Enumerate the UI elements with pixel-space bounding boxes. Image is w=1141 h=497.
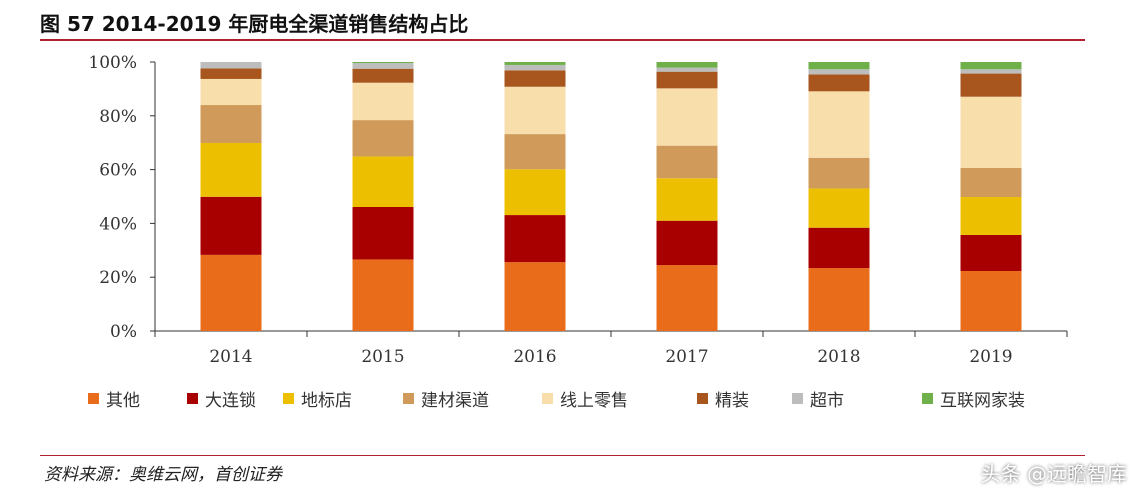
source-note: 资料来源：奥维云网，首创证券 (44, 465, 282, 485)
x-tick-label: 2015 (361, 347, 404, 367)
bar-segment-2015 (352, 63, 414, 69)
legend-swatch (88, 393, 99, 404)
bar-segment-2016 (504, 134, 566, 170)
bar-segment-2016 (504, 262, 566, 331)
bar-segment-2014 (200, 254, 262, 331)
x-tick-label: 2017 (665, 347, 708, 367)
bar-segment-2014 (200, 105, 262, 143)
bar-segment-2015 (352, 156, 414, 207)
bar-segment-2015 (352, 259, 414, 331)
bar-segment-2015 (352, 62, 414, 64)
bar-segment-2014 (200, 78, 262, 106)
bar-segment-2019 (960, 69, 1022, 74)
legend-swatch (697, 393, 708, 404)
bar-segment-2014 (200, 62, 262, 69)
y-tick-label: 60% (99, 161, 137, 181)
legend-label: 其他 (106, 391, 140, 411)
legend-swatch (403, 393, 414, 404)
bar-segment-2017 (656, 265, 718, 331)
bar-segment-2019 (960, 234, 1022, 272)
bar-segment-2015 (352, 120, 414, 157)
bar-segment-2018 (808, 157, 870, 189)
bar-segment-2014 (200, 68, 262, 79)
bar-segment-2016 (504, 70, 566, 87)
legend-label: 建材渠道 (421, 391, 489, 411)
footer-divider (40, 455, 1085, 456)
legend-label: 互联网家装 (940, 391, 1025, 411)
bar-segment-2016 (504, 64, 566, 71)
bar-segment-2019 (960, 62, 1022, 70)
bar-segment-2014 (200, 142, 262, 197)
bar-segment-2016 (504, 169, 566, 216)
bar-segment-2017 (656, 220, 718, 266)
bar-segment-2018 (808, 91, 870, 158)
bar-segment-2019 (960, 271, 1022, 331)
bar-segment-2019 (960, 96, 1022, 168)
bar-segment-2019 (960, 197, 1022, 235)
bar-segment-2016 (504, 215, 566, 263)
bar-segment-2019 (960, 167, 1022, 198)
bar-segment-2018 (808, 62, 870, 70)
bar-segment-2018 (808, 188, 870, 228)
y-tick-label: 40% (99, 214, 137, 234)
title-divider (40, 39, 1085, 41)
bar-segment-2015 (352, 206, 414, 260)
bar-segment-2017 (656, 88, 718, 146)
legend-swatch (542, 393, 553, 404)
legend-label: 精装 (715, 391, 749, 411)
legend-swatch (792, 393, 803, 404)
legend-label: 超市 (810, 391, 844, 411)
bar-segment-2017 (656, 145, 718, 179)
y-tick-label: 80% (99, 107, 137, 127)
bar-segment-2018 (808, 227, 870, 269)
bar-segment-2016 (504, 62, 566, 65)
bar-segment-2019 (960, 73, 1022, 97)
legend-label: 线上零售 (560, 391, 628, 411)
x-tick-label: 2018 (817, 347, 860, 367)
bar-segment-2015 (352, 82, 414, 121)
bar-segment-2018 (808, 69, 870, 75)
y-tick-label: 100% (88, 53, 137, 73)
legend-swatch (187, 393, 198, 404)
x-tick-label: 2016 (513, 347, 556, 367)
legend-swatch (922, 393, 933, 404)
bar-segment-2016 (504, 86, 566, 135)
figure-title: 图 57 2014-2019 年厨电全渠道销售结构占比 (40, 12, 469, 36)
bar-segment-2017 (656, 62, 718, 68)
y-tick-label: 20% (99, 268, 137, 288)
legend-swatch (283, 393, 294, 404)
bar-segment-2018 (808, 268, 870, 331)
legend-label: 地标店 (301, 391, 352, 411)
bar-segment-2014 (200, 196, 262, 255)
legend-label: 大连锁 (205, 391, 256, 411)
x-tick-label: 2019 (969, 347, 1012, 367)
bar-segment-2018 (808, 74, 870, 92)
bar-segment-2017 (656, 178, 718, 221)
bar-segment-2017 (656, 67, 718, 72)
watermark: 头条 @远瞻智库 (980, 462, 1127, 486)
bar-segment-2017 (656, 71, 718, 89)
bar-segment-2015 (352, 68, 414, 83)
x-tick-label: 2014 (209, 347, 252, 367)
y-tick-label: 0% (110, 322, 137, 342)
